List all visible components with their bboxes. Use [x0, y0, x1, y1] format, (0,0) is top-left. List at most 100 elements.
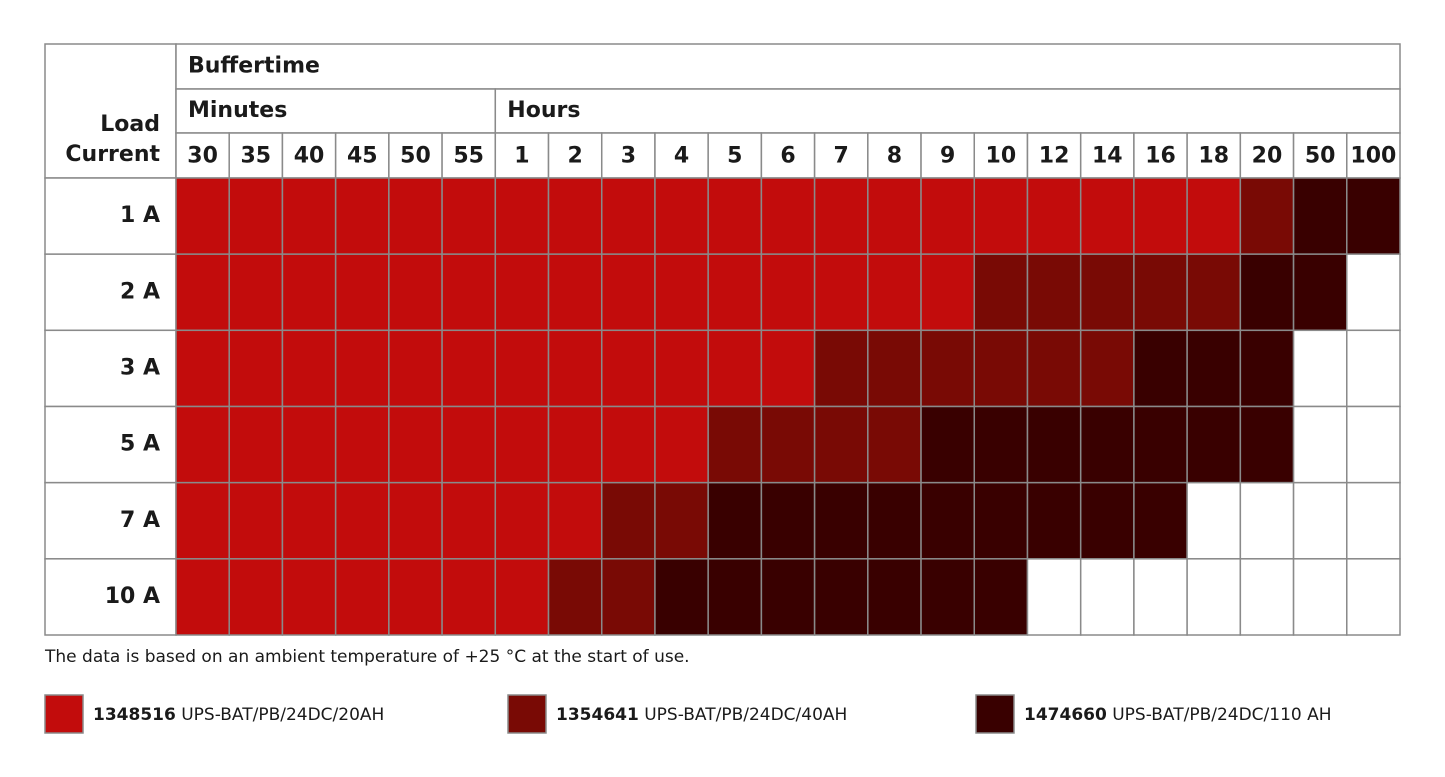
cell: [1026, 329, 1082, 408]
column-label: 35: [241, 144, 272, 169]
cell: [547, 177, 603, 255]
cell: [973, 329, 1029, 408]
cell: [1186, 405, 1242, 484]
corner-line: Current: [65, 142, 160, 167]
cell: [867, 329, 922, 408]
cell: [1026, 405, 1082, 484]
cell: [1079, 329, 1135, 408]
cell: [441, 405, 497, 484]
legend-label: 1354641 UPS-BAT/PB/24DC/40AH: [556, 705, 847, 725]
row-label: 3 A: [120, 355, 160, 380]
cell: [867, 177, 922, 255]
cell: [175, 481, 230, 560]
cell: [175, 558, 230, 636]
cell: [1346, 481, 1401, 560]
cell: [1026, 481, 1082, 560]
cell: [600, 253, 656, 332]
cell: [600, 558, 656, 636]
cell: [920, 481, 976, 560]
column-cell: [920, 132, 976, 179]
title: Buffertime: [188, 54, 320, 79]
column-cell: [334, 132, 390, 179]
cell: [1292, 253, 1348, 332]
group-label: Minutes: [188, 98, 287, 123]
cell: [600, 405, 656, 484]
cell: [441, 481, 497, 560]
cell: [228, 253, 284, 332]
cell: [281, 253, 337, 332]
cell: [547, 405, 603, 484]
cell: [494, 481, 550, 560]
cell: [867, 481, 922, 560]
legend-code: 1348516: [93, 705, 176, 725]
column-cell: [441, 132, 497, 179]
cell: [1026, 177, 1082, 255]
column-cell: [973, 132, 1029, 179]
legend-swatch: [44, 694, 84, 734]
column-label: 10: [986, 144, 1017, 169]
cell: [1292, 481, 1348, 560]
cell: [281, 481, 337, 560]
cell: [707, 481, 763, 560]
cell: [281, 558, 337, 636]
cell: [388, 481, 443, 560]
cell: [973, 177, 1029, 255]
corner-label: Load Current: [65, 112, 160, 167]
cell: [1239, 481, 1295, 560]
row-label-cell: [44, 177, 177, 255]
cell: [1346, 558, 1401, 636]
cell: [228, 329, 284, 408]
cell: [441, 177, 497, 255]
row-label: 7 A: [120, 508, 160, 533]
cell: [760, 253, 816, 332]
column-label: 50: [1305, 144, 1336, 169]
cell: [760, 405, 816, 484]
cell: [1239, 253, 1295, 332]
legend-code: 1354641: [556, 705, 639, 725]
cell: [281, 405, 337, 484]
cell: [1239, 405, 1295, 484]
column-cell: [1292, 132, 1348, 179]
cell: [1186, 329, 1242, 408]
cell: [654, 253, 709, 332]
cell: [973, 558, 1029, 636]
cell: [760, 177, 816, 255]
cell: [1026, 253, 1082, 332]
column-label: 40: [294, 144, 325, 169]
note: The data is based on an ambient temperat…: [44, 647, 690, 667]
cell: [334, 558, 390, 636]
row-label-cell: [44, 481, 177, 560]
cell: [600, 481, 656, 560]
cell: [654, 405, 709, 484]
row-label: 2 A: [120, 279, 160, 304]
cell: [1186, 177, 1242, 255]
legend-label: 1348516 UPS-BAT/PB/24DC/20AH: [93, 705, 384, 725]
cell: [175, 253, 230, 332]
cell: [1133, 405, 1188, 484]
row-label-cell: [44, 558, 177, 636]
cell: [281, 329, 337, 408]
cell: [334, 481, 390, 560]
column-label: 100: [1350, 144, 1396, 169]
column-label: 4: [674, 144, 689, 169]
cell: [973, 253, 1029, 332]
cell: [334, 405, 390, 484]
group-label: Hours: [507, 98, 580, 123]
column-cell: [388, 132, 443, 179]
cell: [334, 329, 390, 408]
cell: [600, 329, 656, 408]
cell: [228, 177, 284, 255]
cell: [547, 481, 603, 560]
cell: [867, 405, 922, 484]
cell: [760, 481, 816, 560]
cell: [1292, 177, 1348, 255]
cell: [1346, 253, 1401, 332]
group-cell: [494, 88, 1401, 134]
cell: [654, 481, 709, 560]
cell: [1079, 405, 1135, 484]
column-label: 45: [347, 144, 378, 169]
cell: [441, 253, 497, 332]
corner-cell: [44, 43, 177, 179]
column-label: 16: [1145, 144, 1176, 169]
cell: [494, 329, 550, 408]
